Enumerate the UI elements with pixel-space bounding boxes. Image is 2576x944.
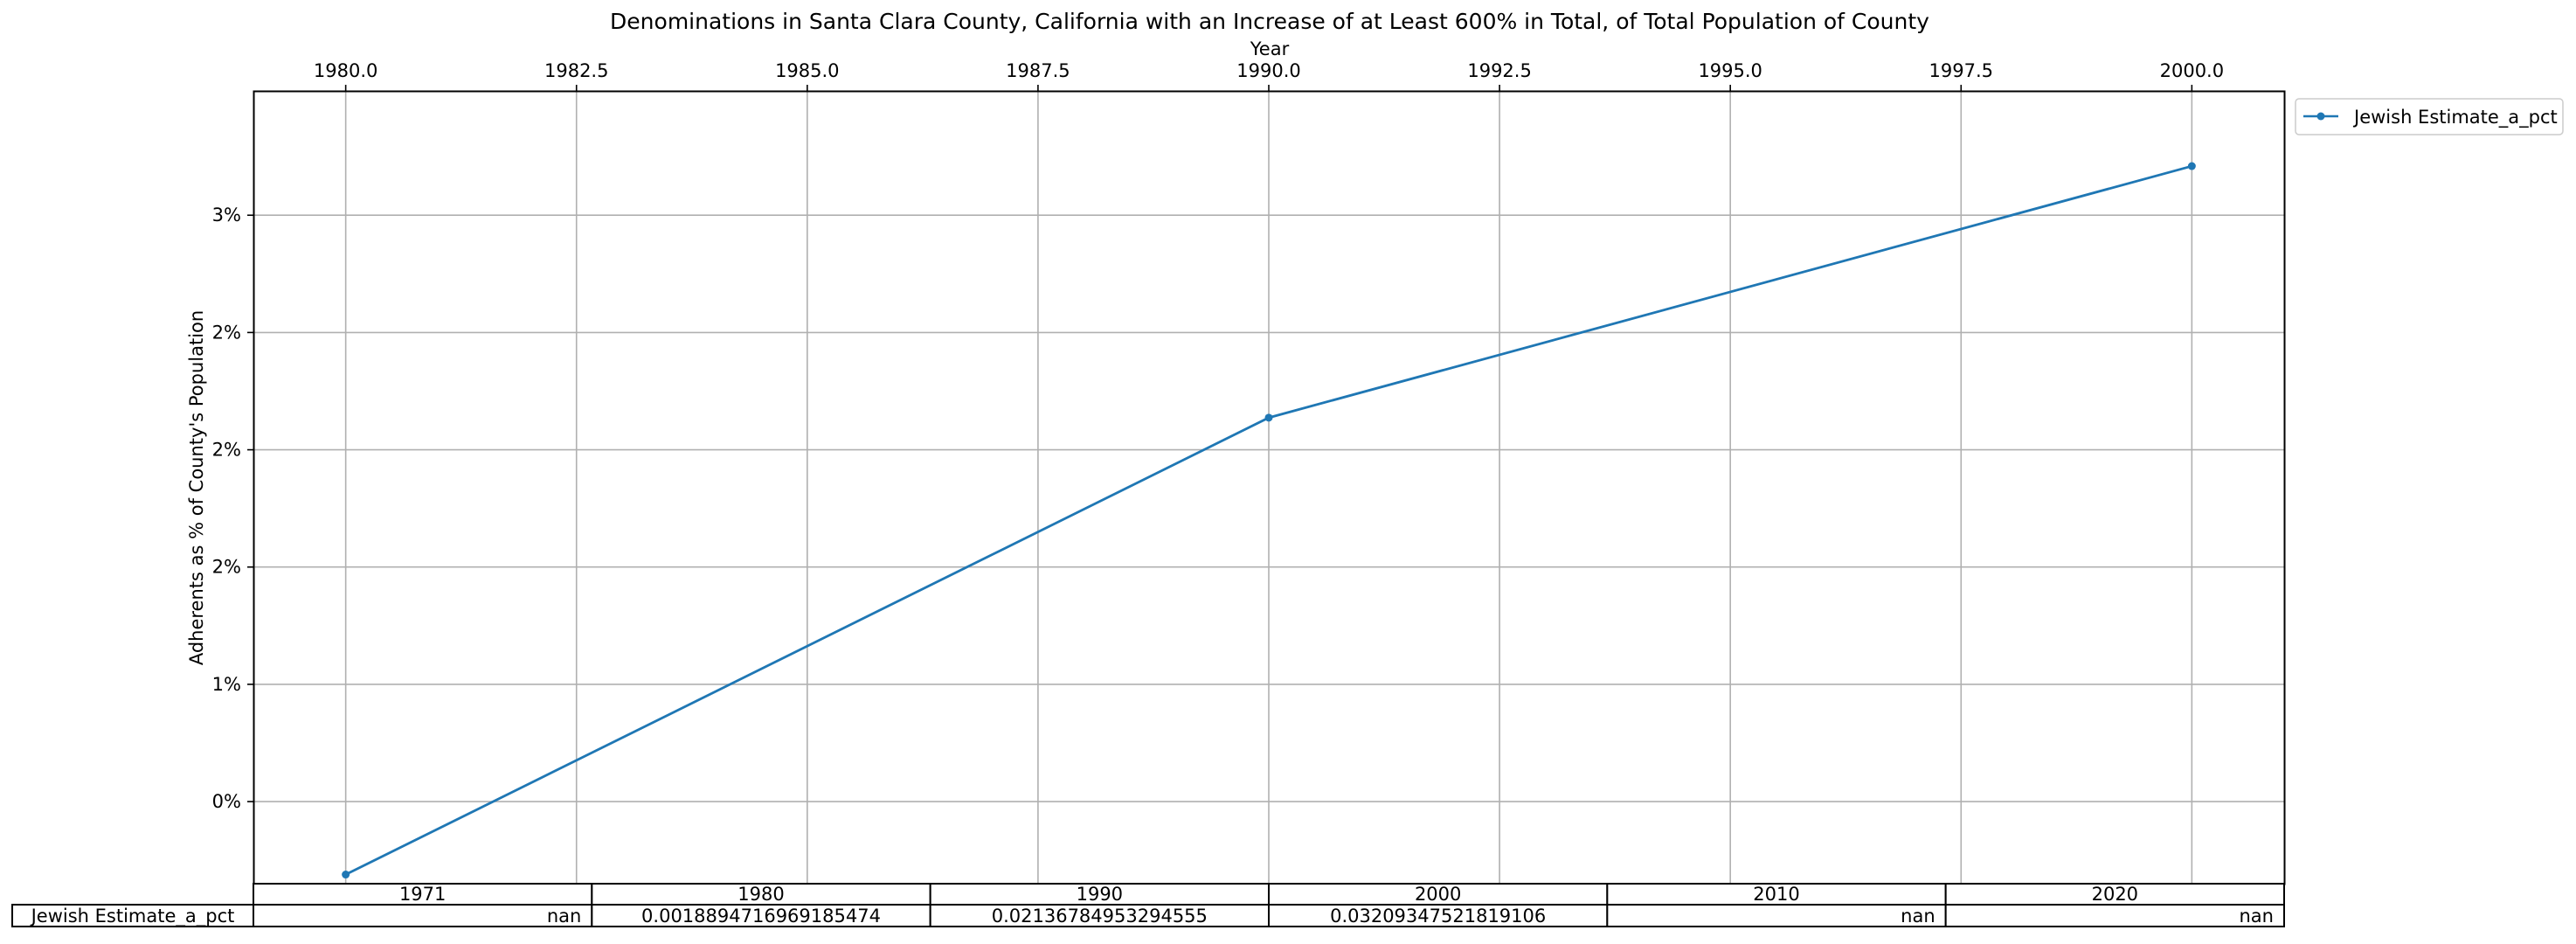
chart-title: Denominations in Santa Clara County, Cal… <box>610 9 1929 34</box>
x-tick-label: 1985.0 <box>775 60 839 81</box>
table-cell <box>591 904 931 927</box>
table-cell <box>1944 904 2286 927</box>
x-tick-label: 1990.0 <box>1236 60 1300 81</box>
table-cell-value: nan <box>1901 906 1935 927</box>
y-tick-label: 1% <box>212 674 241 695</box>
table-row-label-cell <box>11 904 254 927</box>
table-column-header: 1980 <box>737 884 784 905</box>
y-tick-label: 3% <box>212 205 241 226</box>
legend-box <box>2295 98 2564 135</box>
table-header-cell <box>1944 883 2286 906</box>
data-point <box>1264 413 1273 422</box>
y-axis-label: Adherents as % of County's Population <box>186 310 207 665</box>
table-column-header: 2020 <box>2092 884 2138 905</box>
series-layer <box>342 162 2196 879</box>
x-tick-label: 1992.5 <box>1467 60 1531 81</box>
table-cell <box>253 904 593 927</box>
x-tick-label: 2000.0 <box>2160 60 2224 81</box>
table-column-header: 1990 <box>1077 884 1123 905</box>
table-cell-value: 0.0018894716969185474 <box>641 906 881 927</box>
legend-label-jewish-estimate: Jewish Estimate_a_pct <box>2352 107 2558 128</box>
table-column-header: 2000 <box>1415 884 1461 905</box>
x-tick-label: 1982.5 <box>544 60 608 81</box>
table-cell <box>1268 904 1609 927</box>
table-cell-value: nan <box>2240 906 2275 927</box>
y-tick-label: 2% <box>212 557 241 578</box>
data-point <box>2187 162 2196 170</box>
y-tick-label: 0% <box>212 791 241 812</box>
table-header-cell <box>591 883 931 906</box>
axis-ticks: 1980.0 1982.5 1985.0 1987.5 1990.0 1992.5 1995… <box>212 60 2224 812</box>
table-cell-value: nan <box>547 906 582 927</box>
legend: Jewish Estimate_a_pct <box>2295 98 2564 135</box>
table-cell-value: 0.02136784953294555 <box>992 906 1208 927</box>
grid-lines <box>253 91 2284 884</box>
x-axis-label: Year <box>1250 38 1290 59</box>
y-tick-label: 2% <box>212 322 241 343</box>
x-tick-label: 1987.5 <box>1006 60 1070 81</box>
x-tick-label: 1980.0 <box>314 60 377 81</box>
table-row-label: Jewish Estimate_a_pct <box>30 906 235 927</box>
table-cell-value: 0.03209347521819106 <box>1330 906 1546 927</box>
table-cell <box>929 904 1270 927</box>
table-header-cell <box>1606 883 1947 906</box>
x-tick-label: 1995.0 <box>1698 60 1762 81</box>
x-tick-label: 1997.5 <box>1929 60 1993 81</box>
table-column-header: 2010 <box>1753 884 1799 905</box>
data-table: 1971 1980 1990 2000 2010 2020 Jewish Estimate_… <box>11 883 2286 927</box>
table-cell <box>1606 904 1947 927</box>
y-tick-label: 2% <box>212 440 241 461</box>
legend-marker-swatch <box>2316 112 2325 121</box>
table-column-header: 1971 <box>399 884 446 905</box>
table-header-cell <box>1268 883 1609 906</box>
data-point <box>342 871 350 879</box>
